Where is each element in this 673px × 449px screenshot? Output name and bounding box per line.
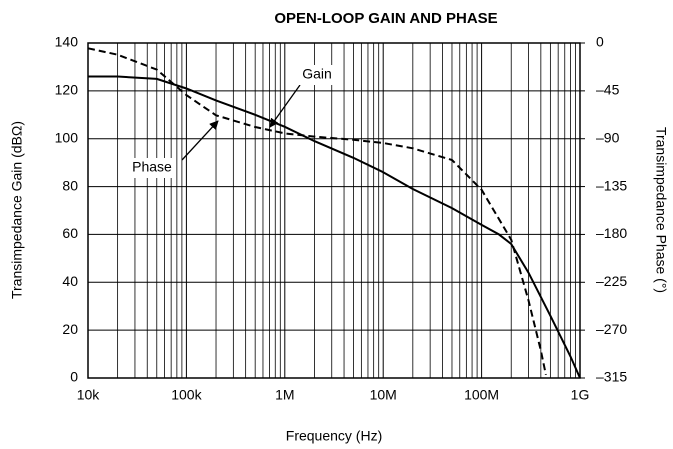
annotation-arrow [269,84,301,128]
y-tick-label: 120 [55,82,79,98]
y2-tick-label: –45 [596,82,620,98]
annotation-bg [130,158,174,178]
plot-frame [87,42,581,379]
y-tick-label: 100 [55,129,79,145]
x-tick-label: 100k [171,387,202,403]
x-tick-label: 10M [370,387,397,403]
y-tick-label: 40 [62,273,78,289]
x-tick-label: 1M [275,387,294,403]
y2-axis-label: Transimpedance Phase (°) [653,127,669,293]
annotation-arrow [181,120,219,161]
x-tick-label: 10k [77,387,101,403]
series-line [87,47,547,376]
series-line [88,75,581,379]
y2-tick-label: –315 [596,369,627,385]
y2-tick-label: –135 [596,177,627,193]
y-tick-label: 60 [62,225,78,241]
x-tick-label: 1G [571,387,590,403]
y-tick-label: 80 [62,177,78,193]
y2-tick-label: 0 [596,34,604,50]
annotation: Phase [132,159,172,175]
y-tick-label: 20 [62,321,78,337]
x-axis-label: Frequency (Hz) [286,428,382,444]
y-axis-label: Transimpedance Gain (dBΩ) [9,121,25,299]
y2-tick-label: –180 [596,225,627,241]
y2-tick-label: –225 [596,273,627,289]
annotation: Gain [302,66,332,82]
annotation-bg [295,65,339,85]
y-tick-label: 140 [55,34,79,50]
y2-tick-label: –90 [596,129,620,145]
y2-tick-label: –270 [596,321,627,337]
y-tick-label: 0 [70,369,78,385]
chart-title: OPEN-LOOP GAIN AND PHASE [274,10,497,27]
x-tick-label: 100M [464,387,499,403]
